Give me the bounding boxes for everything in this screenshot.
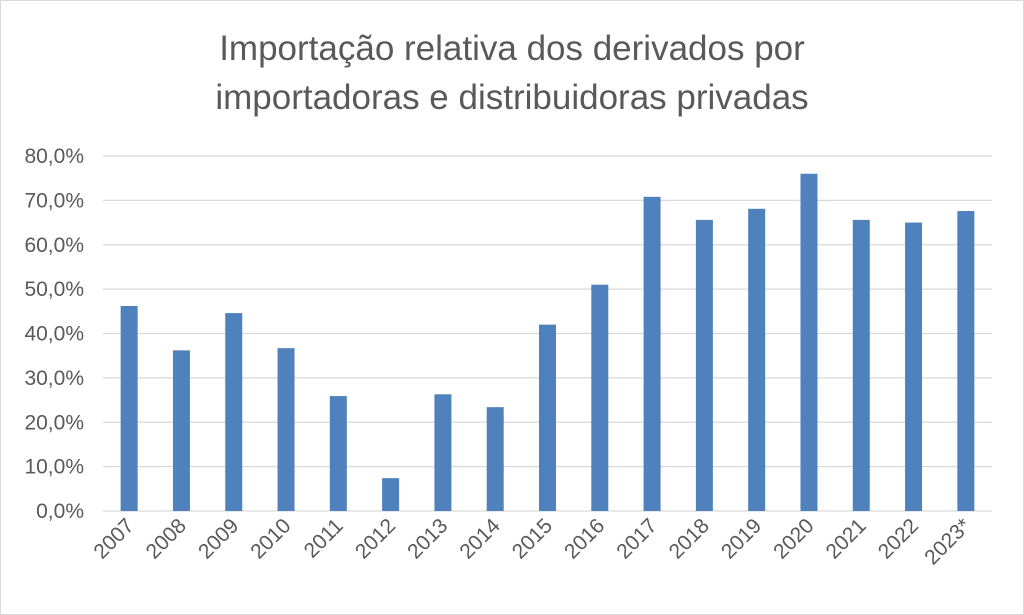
y-tick-label: 60,0% [24,234,84,257]
y-tick-label: 20,0% [24,411,84,434]
bar-2016 [591,284,609,511]
x-tick-label: 2018 [665,514,714,563]
bar-2011 [329,396,347,511]
y-tick-label: 30,0% [24,367,84,390]
y-tick-label: 0,0% [36,500,84,523]
bar-2023 [957,211,975,511]
bar-2020 [800,173,818,511]
x-tick-label: 2023* [920,514,975,569]
y-axis-tick-labels: 0,0% 10,0% 20,0% 30,0% 40,0% 50,0% 60,0% 70,0% 8… [24,145,84,523]
bar-2021 [852,219,870,511]
bar-2009 [225,313,243,511]
bar-2008 [172,350,190,511]
y-tick-label: 10,0% [24,456,84,479]
x-tick-label: 2012 [351,514,400,563]
x-tick-label: 2016 [560,514,609,563]
bars [120,173,975,511]
bar-2010 [277,348,295,511]
x-tick-label: 2010 [246,514,295,563]
x-tick-label: 2014 [455,514,505,564]
gridlines [103,155,992,512]
x-tick-label: 2022 [874,514,923,563]
y-tick-label: 40,0% [24,323,84,346]
y-tick-label: 70,0% [24,189,84,212]
chart-title-line-2: importadoras e distribuidoras privadas [215,78,808,117]
bar-2022 [905,222,923,511]
bar-2017 [643,196,661,511]
bar-2007 [120,305,138,511]
x-tick-label: 2013 [403,514,452,563]
x-tick-label: 2011 [300,514,348,562]
bar-2018 [695,219,713,511]
x-tick-label: 2007 [89,514,138,563]
y-tick-label: 80,0% [24,145,84,168]
y-tick-label: 50,0% [24,278,84,301]
x-tick-label: 2009 [194,514,243,563]
chart-title-line-1: Importação relativa dos derivados por [219,29,805,68]
x-tick-label: 2015 [508,514,557,563]
bar-2015 [539,324,556,511]
x-tick-label: 2019 [717,514,766,563]
x-tick-label: 2021 [822,514,871,563]
x-tick-label: 2008 [142,514,191,563]
bar-2012 [382,478,400,511]
x-tick-label: 2017 [612,514,661,563]
x-axis-tick-labels: 2007 2008 2009 2010 2011 2012 2013 2014 2015 2016… [89,514,975,569]
bar-2013 [434,394,452,511]
x-tick-label: 2020 [769,514,818,563]
bar-2019 [748,208,766,511]
bar-2014 [486,407,504,511]
